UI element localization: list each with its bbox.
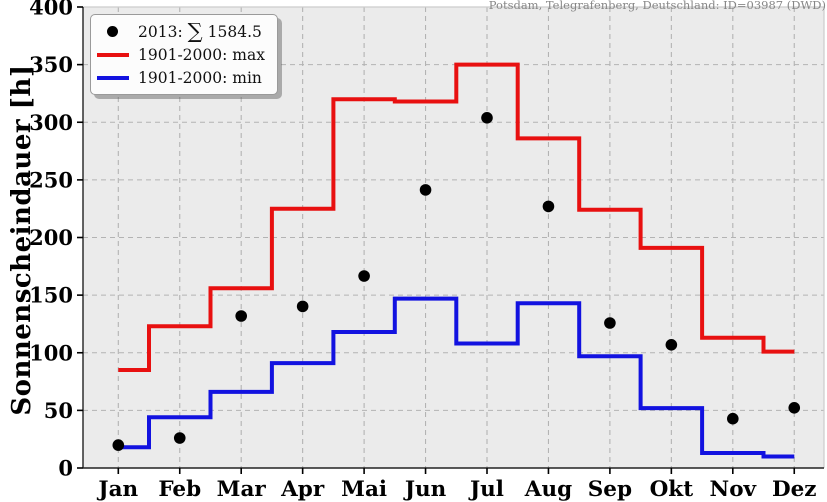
data-point-okt [665, 339, 678, 351]
data-point-apr [296, 300, 309, 313]
sum-symbol-icon: ∑ [187, 19, 203, 43]
data-point-sep [604, 317, 616, 329]
legend: 2013: ∑ 1584.5 1901-2000: max 1901-2000:… [90, 14, 278, 95]
data-point-mar [235, 310, 247, 322]
legend-item-2013: 2013: ∑ 1584.5 [96, 20, 265, 43]
y-tick-label: 400 [29, 0, 73, 20]
data-point-jan [112, 439, 125, 451]
x-tick-label-nov: Nov [710, 477, 758, 502]
y-tick-label: 100 [29, 340, 73, 365]
dot-marker [107, 26, 118, 37]
max-line-swatch [96, 52, 129, 57]
data-point-mai [358, 270, 370, 282]
data-point-feb [173, 432, 186, 444]
max-step-line [118, 62, 795, 372]
legend-year: 2013: [138, 22, 183, 41]
y-tick-label: 0 [58, 456, 73, 481]
data-point-aug [542, 200, 555, 213]
y-tick-label: 350 [29, 52, 73, 77]
min-step-line [118, 296, 795, 459]
x-tick-label-okt: Okt [650, 477, 694, 502]
x-tick-label-dez: Dez [772, 477, 817, 502]
y-tick-label: 150 [29, 283, 73, 308]
legend-label-min: 1901-2000: min [138, 68, 262, 87]
x-tick-label-mar: Mar [217, 477, 267, 502]
data-point-dez [788, 402, 801, 414]
x-tick-label-aug: Aug [524, 477, 572, 502]
y-tick-label: 200 [29, 225, 73, 250]
legend-item-min: 1901-2000: min [96, 66, 265, 89]
data-point-nov [727, 412, 739, 425]
legend-label-2013: 2013: ∑ 1584.5 [138, 21, 262, 42]
x-tick-label-jul: Jul [468, 477, 504, 502]
station-title: Potsdam, Telegrafenberg, Deutschland: ID… [488, 0, 826, 12]
x-tick-label-jan: Jan [96, 477, 138, 502]
scatter-marker-icon [96, 26, 129, 37]
x-tick-label-jun: Jun [403, 477, 447, 502]
x-tick-label-apr: Apr [280, 477, 325, 502]
y-tick-label: 300 [29, 110, 73, 135]
max-line-marker-icon [96, 52, 129, 57]
min-line-swatch [96, 75, 129, 80]
data-point-jun [419, 184, 432, 196]
y-tick-label: 250 [29, 167, 73, 192]
x-tick-label-feb: Feb [158, 477, 201, 502]
legend-item-max: 1901-2000: max [96, 43, 265, 66]
legend-sum-value: 1584.5 [207, 22, 262, 41]
x-tick-label-sep: Sep [588, 477, 632, 502]
x-tick-label-mai: Mai [341, 477, 387, 502]
y-axis-label: Sonnenscheindauer [h] [7, 64, 37, 416]
min-line-marker-icon [96, 75, 129, 80]
y-tick-label: 50 [44, 398, 73, 423]
data-point-jul [481, 112, 493, 124]
legend-label-max: 1901-2000: max [138, 45, 265, 64]
